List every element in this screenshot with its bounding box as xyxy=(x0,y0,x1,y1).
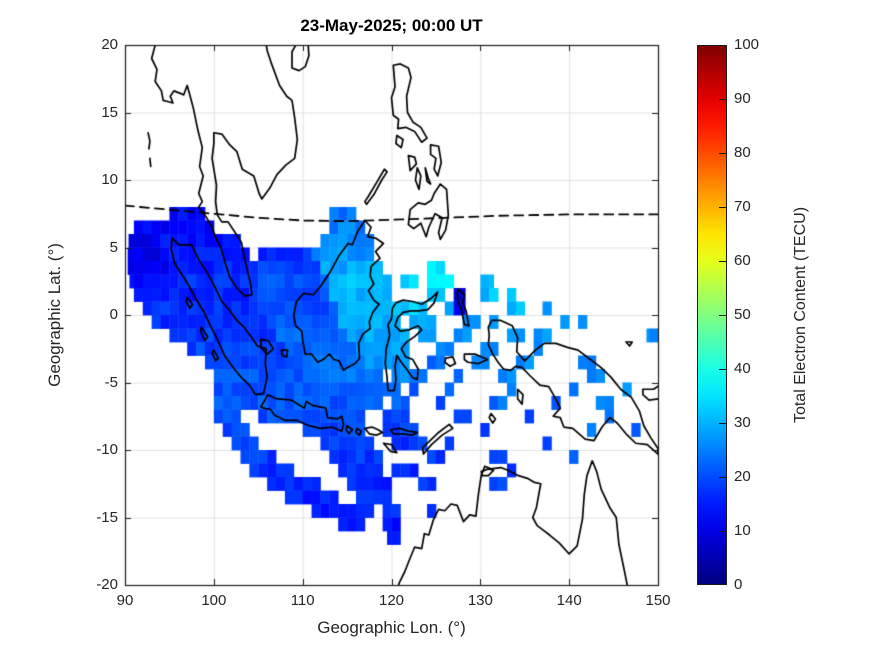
colorbar-tick-label: 90 xyxy=(734,90,751,107)
colorbar-tick-mark xyxy=(719,531,726,532)
colorbar-tick-label: 100 xyxy=(734,36,760,53)
colorbar-label: Total Electron Content (TECU) xyxy=(792,206,809,424)
colorbar-tick-mark xyxy=(719,315,726,316)
x-axis-label: Geographic Lon. (°) xyxy=(317,618,466,637)
colorbar-tick-mark xyxy=(719,153,726,154)
y-tick-label: 20 xyxy=(101,36,118,53)
colorbar-tick-label: 0 xyxy=(734,576,743,593)
colorbar-tick-mark xyxy=(719,477,726,478)
y-tick-label: -20 xyxy=(96,576,118,593)
x-tick-label: 130 xyxy=(467,592,493,609)
colorbar-tick-mark xyxy=(719,369,726,370)
x-tick-label: 110 xyxy=(290,592,315,609)
colorbar-tick-label: 40 xyxy=(734,360,751,377)
colorbar-tick-label: 70 xyxy=(734,198,751,215)
y-tick-label: -15 xyxy=(96,508,118,526)
x-tick-label: 150 xyxy=(645,592,671,609)
x-tick-label: 90 xyxy=(116,592,134,609)
y-tick-label: 10 xyxy=(101,171,118,188)
y-tick-label: -5 xyxy=(104,373,118,391)
colorbar-tick-label: 50 xyxy=(734,306,751,323)
colorbar-tick-label: 10 xyxy=(734,522,751,539)
colorbar-tick-mark xyxy=(719,207,726,208)
x-tick-label: 120 xyxy=(378,592,405,609)
x-tick-label: 100 xyxy=(201,592,227,609)
colorbar-tick-mark xyxy=(719,261,726,262)
colorbar-tick-mark xyxy=(719,99,726,100)
y-tick-label: 0 xyxy=(109,306,118,323)
y-axis-label: Geographic Lat. (°) xyxy=(45,243,64,387)
colorbar-tick-label: 20 xyxy=(734,468,751,485)
x-tick-label: 140 xyxy=(556,592,582,609)
colorbar-tick-mark xyxy=(719,423,726,424)
y-tick-label: 15 xyxy=(101,103,118,121)
y-tick-label: -10 xyxy=(96,441,118,458)
y-tick-label: 5 xyxy=(109,238,118,256)
colorbar-tick-label: 80 xyxy=(734,144,751,161)
colorbar-tick-label: 60 xyxy=(734,252,751,269)
colorbar-tick-label: 30 xyxy=(734,414,751,431)
